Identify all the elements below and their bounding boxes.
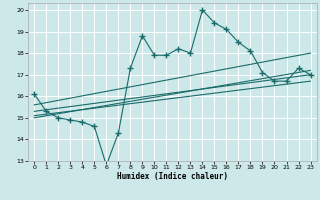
X-axis label: Humidex (Indice chaleur): Humidex (Indice chaleur) [117, 172, 228, 181]
